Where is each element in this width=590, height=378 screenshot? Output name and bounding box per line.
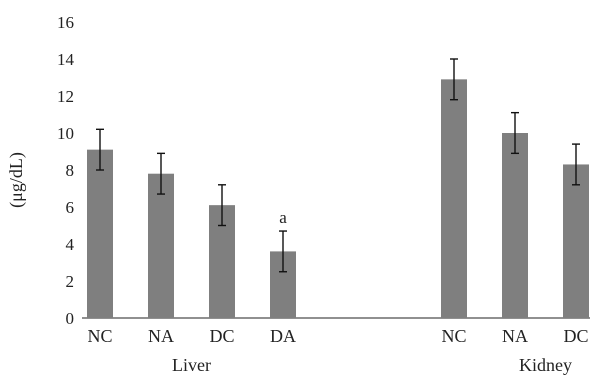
x-axis-labels: NCNADCDALiverNCNADCDAKidney xyxy=(87,326,588,375)
y-tick-label: 0 xyxy=(66,309,75,328)
y-tick-label: 8 xyxy=(66,161,75,180)
group-label-liver: Liver xyxy=(172,355,211,375)
y-axis-label: (μg/dL) xyxy=(6,152,27,208)
y-tick-label: 4 xyxy=(66,235,75,254)
bar-kidney-dc xyxy=(563,164,589,318)
x-tick-label: NC xyxy=(441,326,466,346)
bars: aa xyxy=(87,58,589,318)
y-tick-label: 10 xyxy=(57,124,74,143)
x-tick-label: DC xyxy=(209,326,234,346)
group-label-kidney: Kidney xyxy=(519,355,572,375)
x-tick-label: NA xyxy=(148,326,174,346)
bar-kidney-nc xyxy=(441,79,467,318)
bar-liver-nc xyxy=(87,149,113,318)
y-tick-label: 2 xyxy=(66,272,75,291)
x-tick-label: DC xyxy=(563,326,588,346)
y-tick-label: 14 xyxy=(57,50,75,69)
x-tick-label: NA xyxy=(502,326,528,346)
bar-liver-na xyxy=(148,173,174,318)
significance-annotation: a xyxy=(279,208,287,227)
y-tick-label: 16 xyxy=(57,13,74,32)
bar-kidney-na xyxy=(502,133,528,318)
y-tick-label: 6 xyxy=(66,198,75,217)
x-tick-label: NC xyxy=(87,326,112,346)
y-tick-label: 12 xyxy=(57,87,74,106)
x-tick-label: DA xyxy=(270,326,296,346)
